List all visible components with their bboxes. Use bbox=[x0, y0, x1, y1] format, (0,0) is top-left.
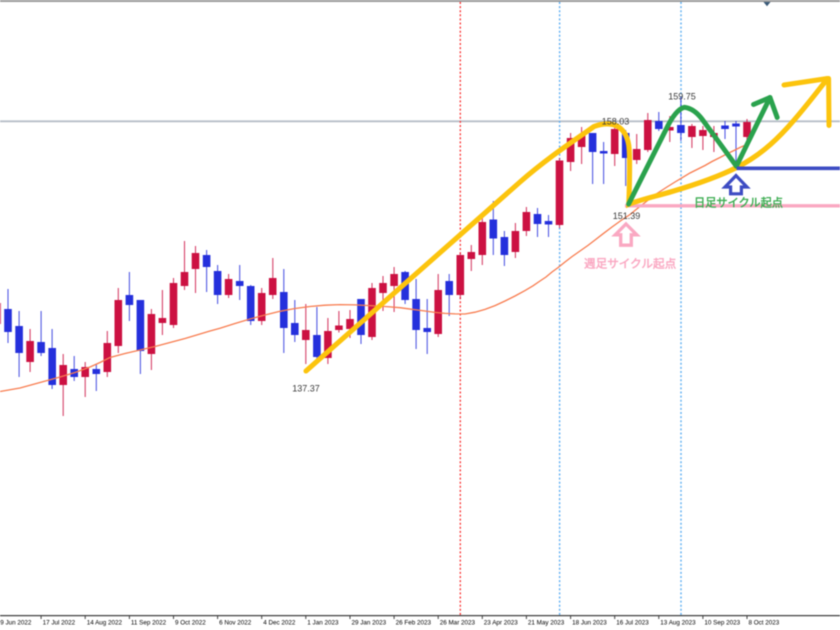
svg-text:21 May 2023: 21 May 2023 bbox=[528, 620, 565, 627]
svg-text:9 Oct 2022: 9 Oct 2022 bbox=[175, 620, 206, 627]
svg-text:1 Jan 2023: 1 Jan 2023 bbox=[307, 620, 339, 627]
svg-text:159.75: 159.75 bbox=[668, 92, 696, 102]
svg-text:26 Feb 2023: 26 Feb 2023 bbox=[396, 620, 432, 627]
svg-text:11 Sep 2022: 11 Sep 2022 bbox=[131, 620, 167, 627]
svg-text:158.03: 158.03 bbox=[602, 117, 630, 127]
svg-text:日足サイクル起点: 日足サイクル起点 bbox=[694, 196, 783, 210]
svg-text:6 Nov 2022: 6 Nov 2022 bbox=[219, 620, 252, 627]
svg-text:14 Aug 2022: 14 Aug 2022 bbox=[87, 620, 123, 627]
svg-text:26 Mar 2023: 26 Mar 2023 bbox=[440, 620, 476, 627]
svg-text:18 Jun 2023: 18 Jun 2023 bbox=[572, 620, 607, 627]
svg-text:16 Jul 2023: 16 Jul 2023 bbox=[616, 620, 649, 627]
svg-text:29 Jan 2023: 29 Jan 2023 bbox=[352, 620, 387, 627]
svg-text:23 Apr 2023: 23 Apr 2023 bbox=[484, 620, 518, 627]
svg-text:4 Dec 2022: 4 Dec 2022 bbox=[263, 620, 296, 627]
svg-text:10 Sep 2023: 10 Sep 2023 bbox=[704, 620, 740, 627]
svg-text:8 Oct 2023: 8 Oct 2023 bbox=[749, 620, 780, 627]
svg-text:19 Jun 2022: 19 Jun 2022 bbox=[0, 620, 32, 627]
svg-text:17 Jul 2022: 17 Jul 2022 bbox=[43, 620, 76, 627]
svg-text:週足サイクル起点: 週足サイクル起点 bbox=[584, 257, 677, 271]
svg-text:137.37: 137.37 bbox=[292, 384, 320, 394]
svg-text:13 Aug 2023: 13 Aug 2023 bbox=[660, 620, 696, 627]
svg-text:151.39: 151.39 bbox=[613, 211, 641, 221]
